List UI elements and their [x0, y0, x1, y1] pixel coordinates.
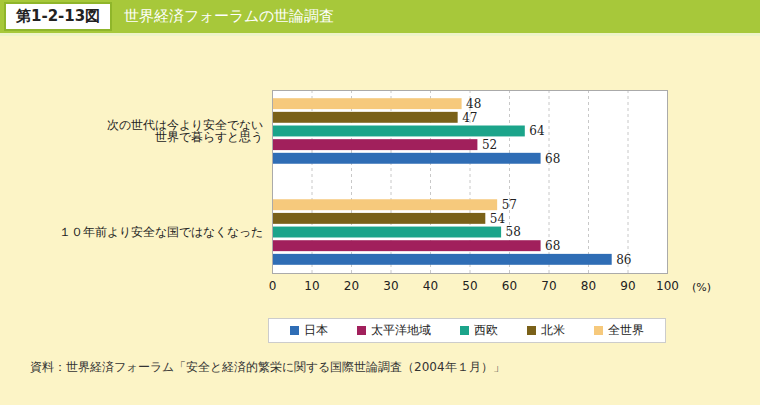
svg-text:86: 86: [616, 253, 631, 267]
html-text:全世界: 全世界: [608, 323, 645, 337]
svg-text:0: 0: [269, 279, 277, 293]
svg-text:１０年前より安全な国ではなくなった: １０年前より安全な国ではなくなった: [59, 225, 263, 239]
html-text:第1-2-13図: 第1-2-13図: [16, 7, 101, 25]
svg-text:57: 57: [502, 198, 517, 212]
svg-text:次の世代は今より安全でない世界で暮らすと思う: 次の世代は今より安全でない世界で暮らすと思う: [107, 118, 263, 144]
svg-text:30: 30: [383, 279, 398, 293]
svg-text:40: 40: [423, 279, 438, 293]
svg-text:70: 70: [541, 279, 556, 293]
svg-text:52: 52: [482, 138, 497, 152]
svg-text:10: 10: [304, 279, 319, 293]
html-text:西欧: 西欧: [474, 323, 498, 337]
html-text:世界経済フォーラムの世論調査: 世界経済フォーラムの世論調査: [124, 7, 335, 25]
svg-text:47: 47: [462, 111, 477, 125]
html-text:太平洋地域: 太平洋地域: [370, 323, 431, 337]
svg-text:54: 54: [490, 212, 506, 226]
svg-text:20: 20: [344, 279, 359, 293]
svg-text:(%): (%): [692, 281, 711, 294]
html-text:日本: 日本: [303, 323, 328, 337]
svg-text:100: 100: [656, 279, 679, 293]
svg-text:90: 90: [620, 279, 635, 293]
html-text:資料：世界経済フォーラム「安全と経済的繁栄に関する国際世論調: 資料：世界経済フォーラム「安全と経済的繁栄に関する国際世論調査（2004年１月）…: [30, 360, 505, 374]
svg-text:50: 50: [462, 279, 477, 293]
svg-text:58: 58: [506, 225, 521, 239]
html-text:北米: 北米: [541, 323, 566, 337]
svg-text:68: 68: [545, 239, 560, 253]
svg-text:60: 60: [502, 279, 517, 293]
svg-text:48: 48: [466, 97, 481, 111]
svg-text:80: 80: [581, 279, 596, 293]
svg-text:68: 68: [545, 152, 560, 166]
svg-text:64: 64: [529, 124, 545, 138]
